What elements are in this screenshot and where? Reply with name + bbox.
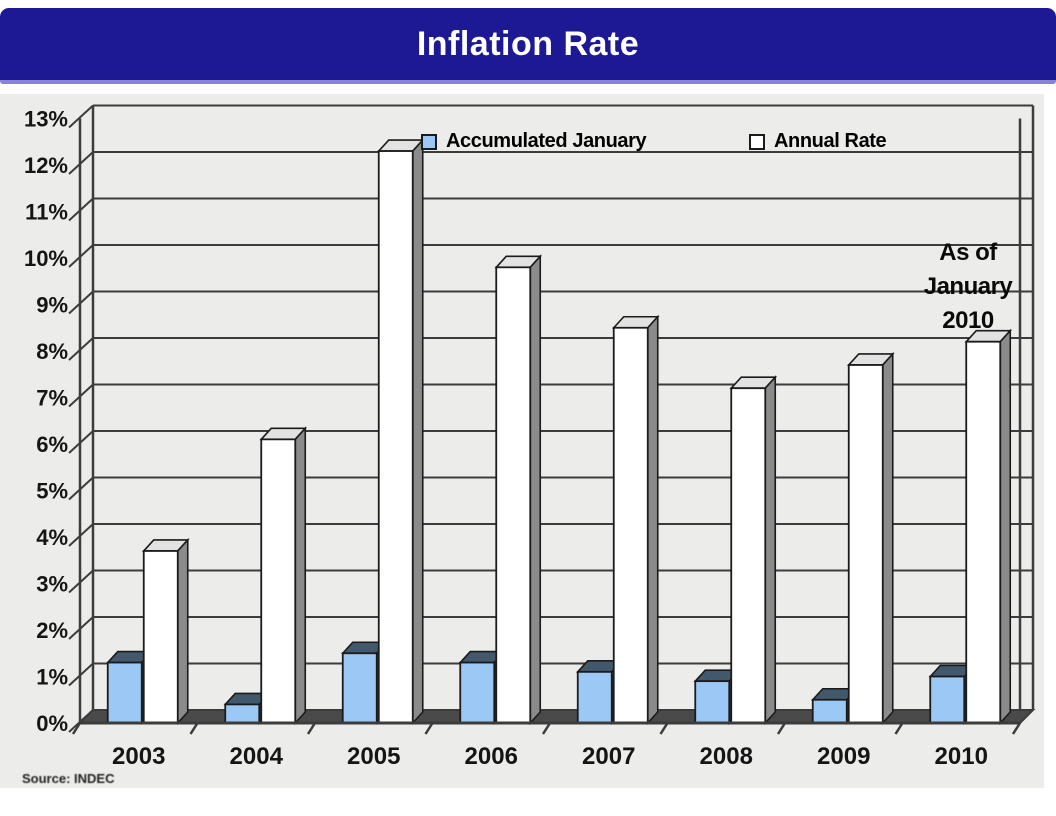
- x-axis-label: 2006: [465, 743, 518, 770]
- x-tick-mark: [189, 722, 199, 735]
- bar-accumulated-2004: [224, 703, 261, 724]
- legend-label: Annual Rate: [774, 130, 887, 152]
- bar-annual-2006: [495, 266, 532, 724]
- bar-annual-2005-side: [411, 137, 424, 726]
- bar-accumulated-2005: [341, 652, 378, 724]
- y-tick-label: 13%: [24, 107, 68, 132]
- accumulated-january-swatch-icon: [421, 133, 437, 150]
- y-tick-label: 12%: [24, 153, 68, 178]
- bar-annual-2003: [142, 550, 179, 724]
- x-axis-label: 2010: [935, 743, 988, 770]
- x-axis-label: 2008: [700, 743, 753, 770]
- bar-annual-2004: [260, 438, 297, 724]
- bar-accumulated-2003: [106, 661, 143, 724]
- legend-item-accumulated-january: Accumulated January: [421, 130, 647, 153]
- as-of-annotation: As of January 2010: [893, 236, 1043, 338]
- y-tick-label: 4%: [36, 525, 68, 550]
- bar-annual-2005: [377, 150, 414, 724]
- bar-accumulated-2006: [459, 661, 496, 724]
- bar-annual-2008: [730, 387, 767, 724]
- y-tick-label: 2%: [36, 618, 68, 643]
- bar-annual-2007: [612, 326, 649, 724]
- bar-annual-2009: [847, 364, 884, 724]
- y-tick-label: 7%: [36, 386, 68, 411]
- y-tick-label: 6%: [36, 432, 68, 457]
- legend-item-annual-rate: Annual Rate: [749, 130, 887, 153]
- x-tick-mark: [659, 722, 669, 735]
- bar-annual-2009-side: [881, 351, 894, 726]
- x-axis-label: 2007: [582, 743, 635, 770]
- bar-annual-2010: [965, 340, 1002, 724]
- x-tick-mark: [306, 722, 317, 735]
- bar-accumulated-2010: [929, 675, 966, 724]
- bar-annual-2008-side: [764, 375, 777, 726]
- y-tick-label: 0%: [36, 711, 68, 736]
- bar-annual-2010-side: [999, 328, 1012, 726]
- page-title: Inflation Rate: [416, 24, 640, 63]
- legend-label: Accumulated January: [446, 130, 647, 152]
- source-note: Source: INDEC: [22, 771, 115, 786]
- x-axis-label: 2009: [817, 743, 870, 770]
- bar-annual-2006-side: [529, 254, 542, 726]
- y-tick-label: 1%: [36, 665, 68, 690]
- x-tick-mark: [424, 722, 434, 735]
- x-tick-mark: [1011, 722, 1022, 735]
- annotation-line: 2010: [942, 307, 994, 334]
- x-axis-label: 2004: [230, 743, 284, 770]
- x-tick-mark: [541, 722, 552, 735]
- inflation-chart-canvas: 0% 1% 2% 3% 4% 5% 6% 7% 8% 9% 10% 11% 12% 13% 2003 2004…: [24, 104, 1036, 770]
- x-axis-label: 2003: [112, 743, 165, 770]
- x-axis-label: 2005: [347, 743, 400, 770]
- title-bar: Inflation Rate: [0, 8, 1056, 84]
- y-tick-label: 5%: [36, 479, 68, 504]
- x-tick-mark: [894, 722, 904, 735]
- bar-accumulated-2009: [811, 698, 848, 724]
- y-tick-mark: [68, 104, 94, 129]
- annual-rate-swatch-icon: [749, 133, 765, 150]
- x-tick-mark: [71, 722, 82, 735]
- y-tick-label: 8%: [36, 339, 68, 364]
- bar-accumulated-2008: [694, 680, 731, 724]
- annotation-line: As of: [939, 239, 997, 266]
- y-tick-label: 11%: [25, 200, 68, 225]
- bar-annual-2007-side: [646, 314, 659, 726]
- bar-annual-2004-side: [294, 426, 307, 726]
- y-tick-label: 9%: [36, 293, 68, 318]
- x-tick-mark: [776, 722, 787, 735]
- y-tick-label: 3%: [36, 572, 68, 597]
- bar-accumulated-2007: [576, 670, 613, 724]
- annotation-line: January: [923, 273, 1013, 300]
- bar-annual-2003-side: [176, 537, 189, 726]
- y-tick-label: 10%: [24, 246, 68, 271]
